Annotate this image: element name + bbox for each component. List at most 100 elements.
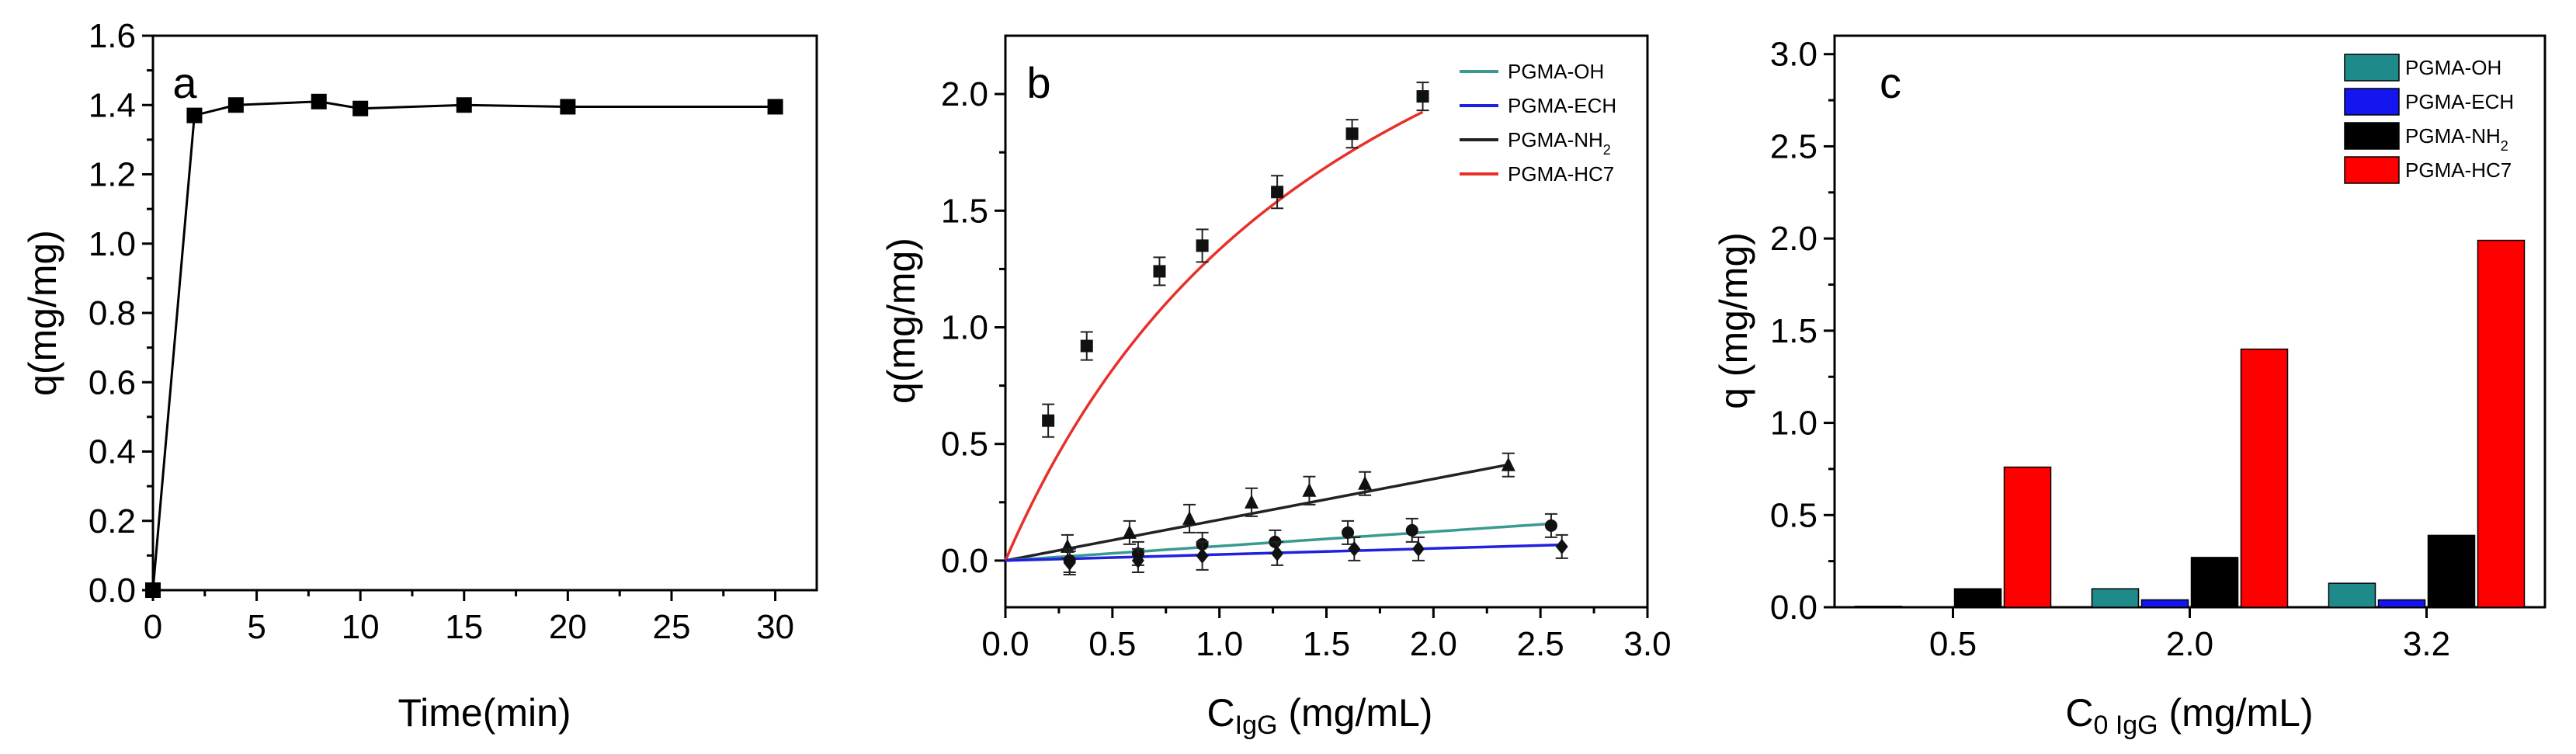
data-point [1342,526,1355,539]
legend-swatch [2344,122,2400,150]
x-tick-label: 3.2 [2403,625,2450,663]
y-axis-title: q (mg/mg) [1712,232,1755,409]
data-point [1405,523,1418,537]
x-tick-label: 20 [549,608,587,646]
y-tick-label: 0.0 [941,542,988,580]
x-tick-label: 15 [445,608,483,646]
y-tick-label: 0.0 [1770,589,1817,627]
legend-swatch [2344,156,2400,184]
y-tick-label: 1.2 [89,156,136,194]
series-line [151,100,776,591]
data-point [1080,339,1093,353]
x-tick-label: 0 [144,608,162,646]
y-axis-title: q(mg/mg) [21,230,64,396]
panel-label: b [1026,58,1050,107]
bar [2140,599,2189,608]
data-point [352,100,369,116]
x-tick-label: 5 [247,608,266,646]
x-axis-title: C0 IgG (mg/mL) [2065,691,2313,740]
y-tick-label: 0.5 [941,426,988,464]
data-point [560,99,576,115]
x-tick-label: 0.5 [1929,625,1977,663]
data-point [1412,540,1425,557]
bar [1953,588,2002,608]
y-tick-label: 0.4 [89,433,136,471]
y-axis-title: q(mg/mg) [880,238,923,404]
y-tick-label: 2.0 [941,75,988,113]
legend-swatch [2344,88,2400,116]
data-point [1345,127,1359,141]
bar [1904,606,1953,608]
data-point [1182,510,1197,525]
x-tick-label: 2.0 [2166,625,2213,663]
data-point [1122,524,1137,539]
data-point [1358,475,1373,490]
data-point [1416,90,1429,103]
bar [2377,599,2426,608]
y-tick-label: 3.0 [1770,36,1817,74]
legend-label: PGMA-ECH [2405,90,2514,113]
fit-curve [1005,463,1509,562]
legend-label: PGMA-OH [2405,56,2501,79]
data-point [1131,552,1144,568]
legend-label: PGMA-HC7 [1508,162,1614,186]
data-point [456,97,472,113]
bar [2190,557,2239,608]
x-axis-title: CIgG (mg/mL) [1207,691,1433,740]
x-tick-label: 0.0 [981,625,1029,663]
data-point [1555,538,1568,554]
panel-c: 0.0 0.5 1.0 1.5 2.0 2.5 3.0 c C0 IgG (mg/mL) q (m… [1712,34,2546,740]
y-tick-label: 1.5 [1770,312,1817,350]
panel-b: 0.0 0.5 1.0 1.5 2.0 2.5 3.0 0.0 0.5 1.0 1.5 2.0 b CIg… [880,34,1672,740]
legend-label: PGMA-NH2 [1508,128,1611,158]
bar [2328,582,2376,608]
data-point [1196,547,1209,564]
data-point [186,107,203,123]
y-tick-label: 1.5 [941,192,988,230]
y-tick-label: 2.5 [1770,127,1817,165]
x-tick-label: 1.5 [1303,625,1350,663]
panel-label: a [172,58,197,107]
x-tick-label: 3.0 [1623,625,1671,663]
legend-swatch [2344,54,2400,82]
data-point [311,93,327,109]
data-point [1063,554,1076,571]
data-point [145,582,161,598]
data-point [1544,519,1557,532]
legend-label: PGMA-OH [1508,60,1604,83]
bar [2240,348,2289,608]
plot-frame [151,34,818,592]
data-point [1271,545,1284,561]
bar [2427,534,2476,608]
bar [2477,239,2526,608]
y-tick-label: 0.8 [89,294,136,332]
bar [2003,466,2052,608]
x-tick-label: 10 [342,608,380,646]
panel-label: c [1880,58,1901,107]
legend-label: PGMA-HC7 [2405,158,2512,182]
legend-label: PGMA-ECH [1508,94,1616,117]
y-tick-label: 0.0 [89,572,136,610]
data-point [1271,186,1284,199]
panel-a: 0 5 10 15 20 25 30 0.0 0.2 0.4 0.6 0.8 1.0 1.2 1.4 1.6 a… [21,17,818,735]
data-point [1042,414,1055,427]
plot-frame [1833,34,2546,609]
x-tick-label: 25 [652,608,690,646]
data-point [1501,457,1515,471]
x-tick-label: 30 [756,608,794,646]
data-point [1245,494,1259,509]
data-point [1302,482,1317,497]
bar [2091,588,2140,608]
data-point [227,97,244,113]
x-axis-title: Time(min) [398,691,571,735]
y-tick-label: 2.0 [1770,220,1817,258]
fit-curve [1005,543,1562,562]
fit-curve [1004,110,1424,561]
y-tick-label: 1.6 [89,17,136,55]
y-tick-label: 1.0 [941,309,988,347]
data-point [767,99,783,115]
y-tick-label: 1.0 [1770,405,1817,443]
y-tick-label: 0.2 [89,502,136,540]
data-point [1348,540,1361,557]
